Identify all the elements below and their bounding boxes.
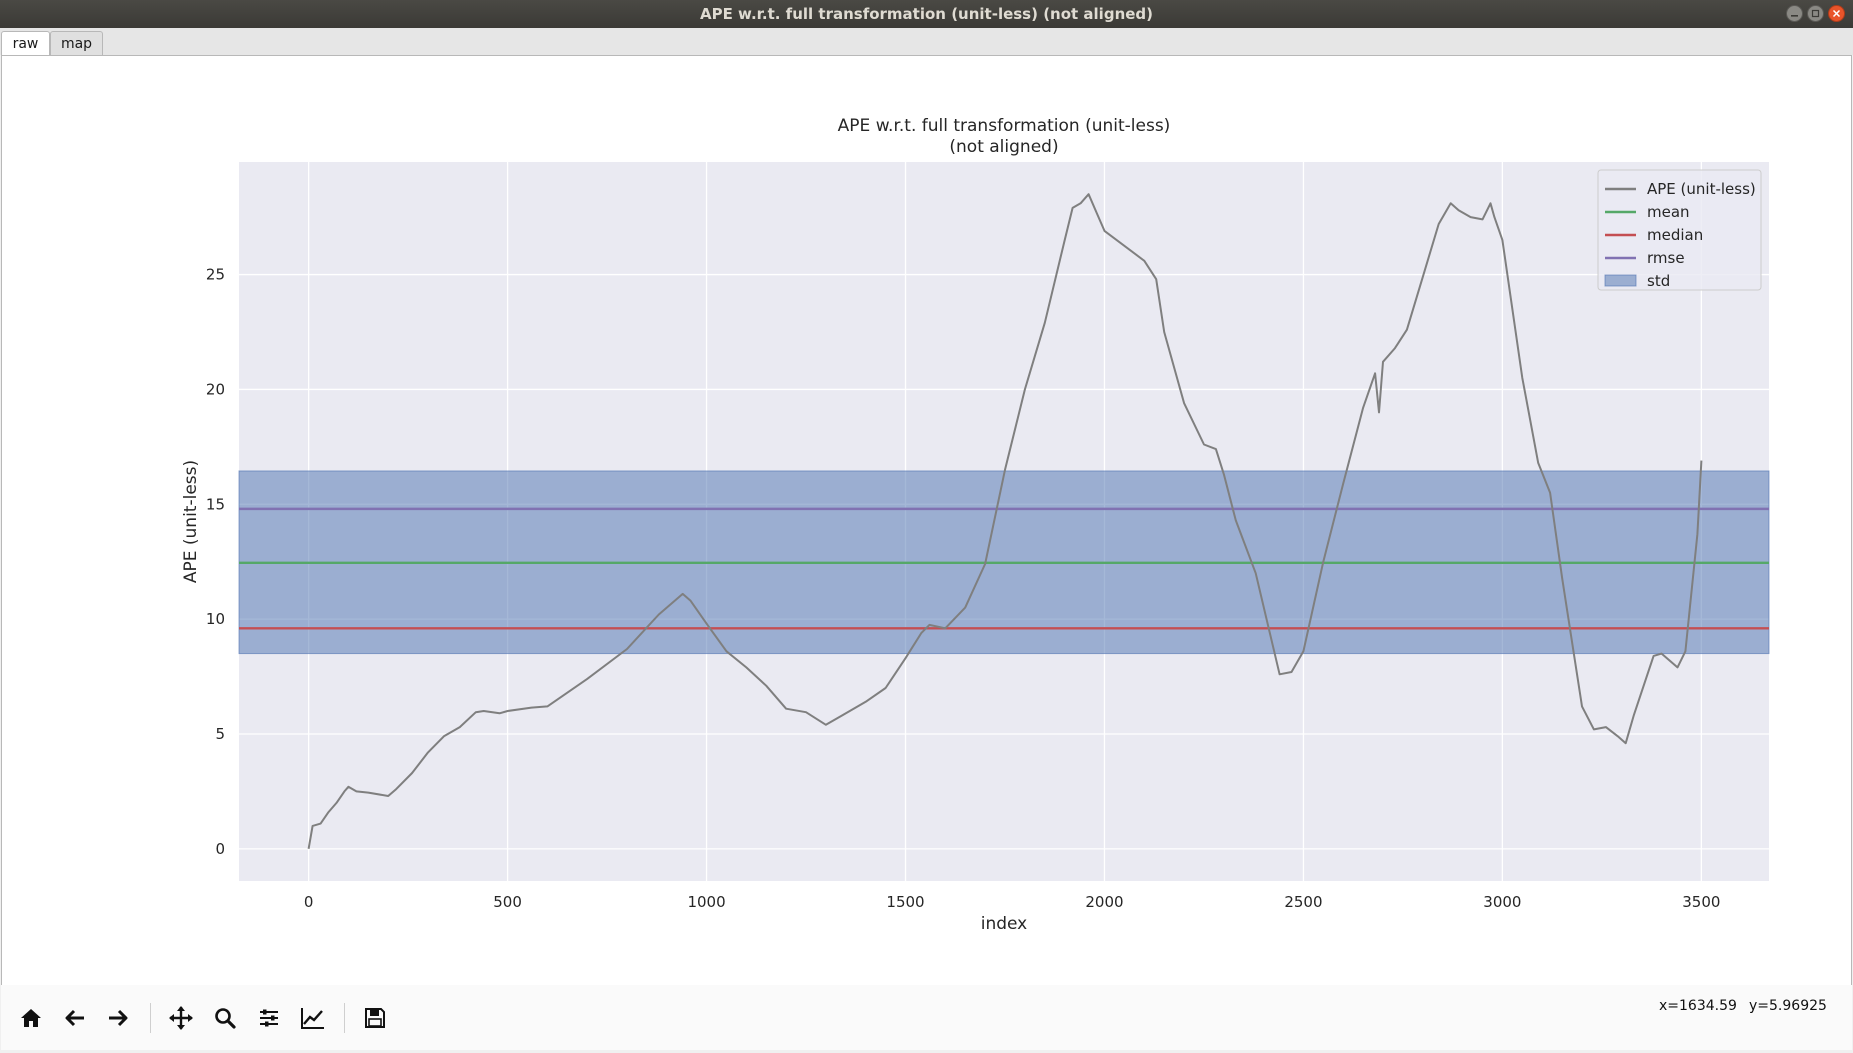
save-button[interactable] — [357, 1001, 393, 1035]
maximize-button[interactable] — [1807, 5, 1824, 22]
legend-entry: std — [1647, 272, 1670, 290]
y-tick-label: 20 — [206, 380, 225, 398]
navigation-toolbar — [1, 985, 1852, 1050]
x-tick-label: 3500 — [1682, 893, 1720, 911]
chart-line-icon — [301, 1008, 324, 1029]
ape-series-line — [307, 193, 1703, 849]
window-titlebar: APE w.r.t. full transformation (unit-les… — [0, 0, 1853, 28]
window-title: APE w.r.t. full transformation (unit-les… — [699, 5, 1154, 23]
legend-box — [1597, 169, 1762, 291]
toolbar-separator — [150, 1003, 151, 1033]
tab-map[interactable]: map — [50, 31, 103, 55]
y-tick-label: 25 — [206, 266, 225, 284]
y-tick-label: 15 — [206, 495, 225, 513]
y-axis-label: APE (unit-less) — [181, 460, 201, 583]
toolbar-separator — [344, 1003, 345, 1033]
minimize-icon — [1791, 15, 1798, 17]
legend-entry: median — [1647, 226, 1703, 244]
sliders-icon — [260, 1009, 278, 1027]
back-button[interactable] — [57, 1001, 93, 1035]
forward-button[interactable] — [100, 1001, 136, 1035]
subplots-button[interactable] — [251, 1001, 287, 1035]
home-icon — [21, 1009, 41, 1027]
x-tick-label: 2000 — [1085, 893, 1123, 911]
y-tick-label: 0 — [215, 840, 225, 858]
tab-bar: raw map — [0, 28, 1853, 56]
edit-axis-button[interactable] — [295, 1001, 331, 1035]
close-button[interactable] — [1828, 5, 1845, 22]
figure-canvas: 0 500 1000 1500 2000 2500 3000 3500 0 5 10 15 20 25 in… — [1, 55, 1852, 1050]
cursor-y-readout: y=5.96925 — [1749, 998, 1827, 1014]
pan-button[interactable] — [163, 1001, 199, 1035]
floppy-disk-icon — [365, 1008, 385, 1028]
ape-chart: 0 500 1000 1500 2000 2500 3000 3500 0 5 10 15 20 25 in… — [181, 116, 1770, 934]
y-tick-label: 5 — [215, 725, 225, 743]
x-axis-label: index — [981, 914, 1028, 934]
x-tick-label: 0 — [304, 893, 314, 911]
x-tick-label: 2500 — [1284, 893, 1322, 911]
close-icon — [1832, 9, 1841, 18]
home-button[interactable] — [13, 1001, 49, 1035]
move-icon — [169, 1006, 193, 1030]
tab-raw[interactable]: raw — [1, 31, 50, 56]
legend-entry: mean — [1647, 203, 1690, 221]
legend-entry: APE (unit-less) — [1647, 180, 1756, 198]
legend-entry: rmse — [1647, 249, 1685, 267]
magnifier-icon — [215, 1008, 236, 1029]
chart-title-line: APE w.r.t. full transformation (unit-les… — [838, 116, 1171, 136]
x-tick-label: 3000 — [1483, 893, 1521, 911]
window-controls — [1786, 5, 1845, 22]
minimize-button[interactable] — [1786, 5, 1803, 22]
legend-swatch — [1604, 274, 1637, 287]
x-tick-label: 500 — [493, 893, 522, 911]
y-tick-label: 10 — [206, 610, 225, 628]
arrow-left-icon — [65, 1009, 84, 1027]
x-tick-label: 1500 — [886, 893, 924, 911]
maximize-icon — [1811, 9, 1820, 18]
chart-title-line: (not aligned) — [949, 137, 1058, 157]
zoom-button[interactable] — [207, 1001, 243, 1035]
arrow-right-icon — [109, 1009, 128, 1027]
x-tick-label: 1000 — [687, 893, 725, 911]
cursor-x-readout: x=1634.59 — [1659, 998, 1737, 1014]
